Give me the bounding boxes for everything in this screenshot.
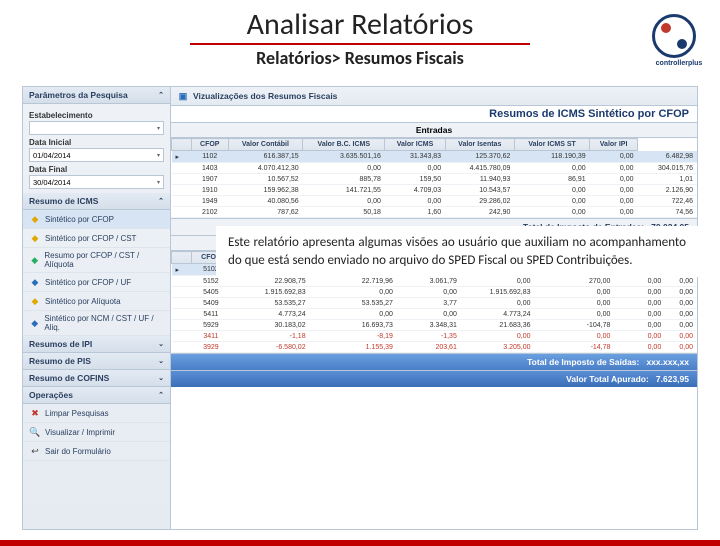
icms-item-0[interactable]: ◆ Sintético por CFOP (23, 210, 170, 229)
table-row[interactable]: 190710.567,52885,78159,5011.940,9386,910… (172, 174, 698, 185)
entradas-label: Entradas (171, 122, 697, 138)
report-title: Resumos de ICMS Sintético por CFOP (171, 106, 697, 122)
table-row[interactable]: 1910159.962,38141.721,554.709,0310.543,5… (172, 185, 698, 196)
chevron-down-icon: ⌄ (158, 357, 164, 365)
ops-header[interactable]: Operações⌃ (23, 387, 170, 404)
data-fim-label: Data Final (29, 165, 164, 174)
col-header[interactable]: Valor B.C. ICMS (303, 139, 385, 151)
ops-item-2[interactable]: ↩ Sair do Formulário (23, 442, 170, 461)
col-header[interactable]: Valor Contábil (228, 139, 303, 151)
table-row[interactable]: 592930.183,0216.693,733.348,3121.683,36-… (172, 320, 698, 331)
action-icon: ✖ (29, 407, 41, 419)
icms-item-3[interactable]: ◆ Sintético por CFOP / UF (23, 273, 170, 292)
col-header[interactable]: Valor ICMS (385, 139, 445, 151)
tab-bar: ▣ Vizualizações dos Resumos Fiscais (171, 87, 697, 106)
cofins-header[interactable]: Resumo de COFINS⌄ (23, 370, 170, 387)
table-row[interactable]: 3929-6.580,021.155,39203,613.205,00-14,7… (172, 342, 698, 353)
main-area: ▣ Vizualizações dos Resumos Fiscais Resu… (171, 87, 697, 529)
brand-logo: controllerplus (652, 14, 706, 68)
item-label: Sintético por CFOP / UF (45, 278, 131, 287)
icms-item-4[interactable]: ◆ Sintético por Alíquota (23, 292, 170, 311)
table-row[interactable]: 54051.915.692,830,000,001.915.692,830,00… (172, 287, 698, 298)
bullet-icon: ◆ (29, 232, 41, 244)
table-row[interactable]: 515222.908,7522.719,963.061,790,00270,00… (172, 276, 698, 287)
table-row[interactable]: 14034.070.412,300,000,004.415.780,090,00… (172, 163, 698, 174)
ops-item-1[interactable]: 🔍 Visualizar / Imprimir (23, 423, 170, 442)
bullet-icon: ◆ (29, 213, 41, 225)
chevron-down-icon: ⌄ (158, 374, 164, 382)
table-row[interactable]: 540953.535,2753.535,273,770,000,000,000,… (172, 298, 698, 309)
bullet-icon: ◆ (29, 254, 40, 266)
sidebar: Parâmetros da Pesquisa⌃ Estabelecimento … (23, 87, 171, 529)
action-icon: ↩ (29, 445, 41, 457)
pis-header[interactable]: Resumo de PIS⌄ (23, 353, 170, 370)
slide-title: Analisar Relatórios (0, 6, 720, 43)
ops-item-0[interactable]: ✖ Limpar Pesquisas (23, 404, 170, 423)
item-label: Limpar Pesquisas (45, 409, 109, 418)
chevron-up-icon: ⌃ (158, 391, 164, 399)
params-header[interactable]: Parâmetros da Pesquisa⌃ (23, 87, 170, 104)
data-ini-label: Data Inicial (29, 138, 164, 147)
item-label: Sair do Formulário (45, 447, 111, 456)
col-header[interactable] (172, 139, 192, 151)
item-label: Sintético por Alíquota (45, 297, 121, 306)
icms-item-2[interactable]: ◆ Resumo por CFOP / CST / Alíquota (23, 248, 170, 273)
chevron-up-icon: ⌃ (158, 91, 164, 99)
footer-bar (0, 540, 720, 546)
item-label: Sintético por CFOP / CST (45, 234, 136, 243)
action-icon: 🔍 (29, 426, 41, 438)
data-ini-input[interactable]: 01/04/2014▾ (29, 148, 164, 162)
col-header[interactable] (172, 252, 192, 264)
tab-title: Vizualizações dos Resumos Fiscais (193, 91, 337, 101)
bullet-icon: ◆ (29, 317, 40, 329)
item-label: Visualizar / Imprimir (45, 428, 115, 437)
icms-item-5[interactable]: ◆ Sintético por NCM / CST / UF / Aliq. (23, 311, 170, 336)
slide-subtitle: Relatórios> Resumos Fiscais (0, 47, 720, 69)
chevron-down-icon: ⌄ (158, 340, 164, 348)
estab-label: Estabelecimento (29, 111, 164, 120)
app-window: Parâmetros da Pesquisa⌃ Estabelecimento … (22, 86, 698, 530)
table-row[interactable]: ▸1102616.387,153.635.501,1631.343,83125.… (172, 151, 698, 163)
params-body: Estabelecimento ▾ Data Inicial 01/04/201… (23, 104, 170, 193)
ipi-header[interactable]: Resumos de IPI⌄ (23, 336, 170, 353)
chevron-down-icon: ▾ (157, 152, 160, 159)
table-row[interactable]: 2102787,6250,181,60242,900,000,0074,56 (172, 207, 698, 218)
col-header[interactable]: Valor ICMS ST (514, 139, 589, 151)
bullet-icon: ◆ (29, 295, 41, 307)
table-row[interactable]: 54114.773,240,000,004.773,240,000,000,00 (172, 309, 698, 320)
col-header[interactable]: CFOP (192, 139, 229, 151)
chevron-down-icon: ▾ (157, 125, 160, 132)
icms-item-1[interactable]: ◆ Sintético por CFOP / CST (23, 229, 170, 248)
col-header[interactable]: Valor Isentas (445, 139, 514, 151)
row-pointer-icon: ▸ (176, 154, 180, 161)
description-text: Este relatório apresenta algumas visões … (216, 226, 698, 277)
col-header[interactable]: Valor IPI (590, 139, 638, 151)
row-pointer-icon: ▸ (176, 267, 180, 274)
bullet-icon: ◆ (29, 276, 41, 288)
total-apurado: Valor Total Apurado: 7.623,95 (171, 370, 697, 387)
entradas-table: CFOPValor ContábilValor B.C. ICMSValor I… (171, 138, 697, 218)
tab-icon: ▣ (177, 90, 189, 102)
table-row[interactable]: 3411-1,18-8,19-1,350,000,000,000,00 (172, 331, 698, 342)
chevron-down-icon: ▾ (157, 179, 160, 186)
item-label: Sintético por CFOP (45, 215, 114, 224)
item-label: Sintético por NCM / CST / UF / Aliq. (44, 314, 164, 332)
title-underline (190, 43, 530, 45)
data-fim-input[interactable]: 30/04/2014▾ (29, 175, 164, 189)
total-saidas: Total de Imposto de Saídas: xxx.xxx,xx (171, 353, 697, 370)
icms-header[interactable]: Resumo de ICMS⌃ (23, 193, 170, 210)
table-row[interactable]: 194940.080,560,000,0029.286,020,000,0072… (172, 196, 698, 207)
chevron-up-icon: ⌃ (158, 197, 164, 205)
item-label: Resumo por CFOP / CST / Alíquota (44, 251, 164, 269)
estab-dropdown[interactable]: ▾ (29, 121, 164, 135)
